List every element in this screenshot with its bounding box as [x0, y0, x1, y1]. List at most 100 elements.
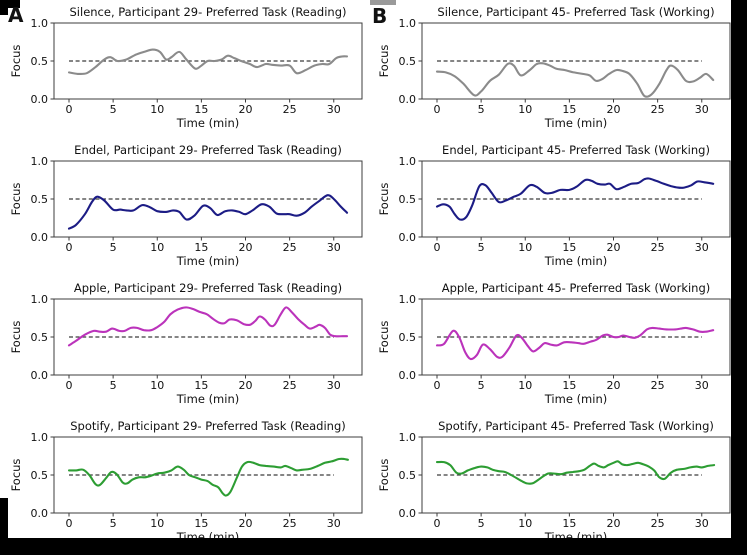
crop-artifact	[731, 0, 747, 555]
y-tick-label: 0.0	[399, 369, 417, 382]
x-tick-label: 15	[562, 517, 576, 530]
x-axis-label: Time (min)	[176, 254, 239, 268]
crop-artifact	[0, 498, 8, 543]
x-tick-label: 25	[651, 103, 665, 116]
x-tick-label: 30	[695, 379, 709, 392]
x-tick-label: 5	[110, 103, 117, 116]
x-axis-label: Time (min)	[544, 392, 607, 406]
y-axis-label: Focus	[377, 45, 391, 78]
x-tick-label: 10	[150, 103, 164, 116]
y-axis-label: Focus	[377, 459, 391, 492]
x-tick-label: 30	[327, 241, 341, 254]
y-tick-label: 1.0	[399, 17, 417, 30]
y-axis-label: Focus	[377, 321, 391, 354]
y-axis-label: Focus	[9, 45, 23, 78]
y-axis-label: Focus	[9, 459, 23, 492]
y-tick-label: 0.5	[31, 469, 49, 482]
x-tick-label: 30	[327, 517, 341, 530]
y-tick-label: 1.0	[31, 17, 49, 30]
focus-curve-apple	[435, 326, 715, 361]
y-tick-label: 1.0	[31, 155, 49, 168]
x-tick-label: 20	[239, 241, 253, 254]
x-tick-label: 20	[239, 103, 253, 116]
x-tick-label: 20	[607, 103, 621, 116]
focus-curve-endel	[435, 177, 715, 221]
x-tick-label: 30	[327, 379, 341, 392]
x-tick-label: 20	[607, 241, 621, 254]
subplot-spotify-p29: Spotify, Participant 29- Preferred Task …	[9, 419, 363, 544]
y-tick-label: 0.5	[31, 55, 49, 68]
x-tick-label: 5	[110, 517, 117, 530]
x-axis-label: Time (min)	[544, 254, 607, 268]
x-tick-label: 10	[518, 103, 532, 116]
x-tick-label: 25	[283, 241, 297, 254]
chart-title: Silence, Participant 29- Preferred Task …	[70, 5, 347, 19]
x-tick-label: 25	[651, 241, 665, 254]
x-tick-label: 10	[150, 241, 164, 254]
y-tick-label: 0.5	[31, 193, 49, 206]
focus-curve-spotify	[67, 457, 349, 497]
x-tick-label: 5	[110, 379, 117, 392]
y-tick-label: 0.0	[31, 231, 49, 244]
x-tick-label: 0	[434, 103, 441, 116]
x-tick-label: 0	[434, 241, 441, 254]
y-tick-label: 1.0	[399, 293, 417, 306]
focus-curve-spotify	[435, 460, 716, 485]
x-tick-label: 15	[194, 517, 208, 530]
y-tick-label: 0.0	[31, 507, 49, 520]
panel-label-b: B	[372, 4, 388, 28]
subplot-apple-p45: Apple, Participant 45- Preferred Task (W…	[377, 281, 731, 406]
x-axis-label: Time (min)	[176, 392, 239, 406]
x-tick-label: 0	[434, 379, 441, 392]
focus-curve-silence	[435, 62, 715, 98]
y-tick-label: 1.0	[31, 293, 49, 306]
y-axis-label: Focus	[9, 321, 23, 354]
chart-title: Silence, Participant 45- Preferred Task …	[437, 5, 714, 19]
x-tick-label: 5	[478, 517, 485, 530]
x-tick-label: 30	[327, 103, 341, 116]
crop-artifact	[0, 0, 8, 15]
crop-artifact	[0, 538, 747, 555]
x-tick-label: 0	[66, 103, 73, 116]
x-tick-label: 5	[110, 241, 117, 254]
chart-title: Apple, Participant 29- Preferred Task (R…	[74, 281, 342, 295]
focus-curve-silence	[67, 48, 349, 76]
x-tick-label: 20	[239, 379, 253, 392]
x-tick-label: 25	[283, 517, 297, 530]
x-tick-label: 5	[478, 379, 485, 392]
y-tick-label: 0.0	[399, 93, 417, 106]
x-tick-label: 15	[562, 379, 576, 392]
x-tick-label: 15	[562, 241, 576, 254]
x-tick-label: 10	[518, 517, 532, 530]
y-tick-label: 0.5	[399, 55, 417, 68]
y-tick-label: 0.0	[31, 369, 49, 382]
x-tick-label: 25	[651, 517, 665, 530]
y-tick-label: 0.5	[399, 193, 417, 206]
x-tick-label: 30	[695, 103, 709, 116]
panel-label-a: A	[8, 3, 24, 27]
x-tick-label: 20	[239, 517, 253, 530]
subplot-endel-p45: Endel, Participant 45- Preferred Task (W…	[377, 143, 731, 268]
crop-artifact	[0, 0, 20, 8]
x-tick-label: 20	[607, 517, 621, 530]
x-tick-label: 25	[283, 379, 297, 392]
chart-title: Endel, Participant 45- Preferred Task (W…	[442, 143, 710, 157]
x-tick-label: 25	[651, 379, 665, 392]
y-tick-label: 0.0	[399, 231, 417, 244]
x-tick-label: 30	[695, 517, 709, 530]
x-tick-label: 0	[66, 517, 73, 530]
y-tick-label: 0.5	[399, 469, 417, 482]
y-tick-label: 0.5	[31, 331, 49, 344]
focus-curve-endel	[67, 194, 349, 230]
x-tick-label: 20	[607, 379, 621, 392]
x-tick-label: 15	[194, 241, 208, 254]
x-tick-label: 10	[150, 517, 164, 530]
x-tick-label: 0	[66, 379, 73, 392]
x-axis-label: Time (min)	[544, 116, 607, 130]
y-axis-label: Focus	[377, 183, 391, 216]
x-tick-label: 10	[150, 379, 164, 392]
x-tick-label: 25	[283, 103, 297, 116]
subplot-endel-p29: Endel, Participant 29- Preferred Task (R…	[9, 143, 363, 268]
y-tick-label: 1.0	[31, 431, 49, 444]
